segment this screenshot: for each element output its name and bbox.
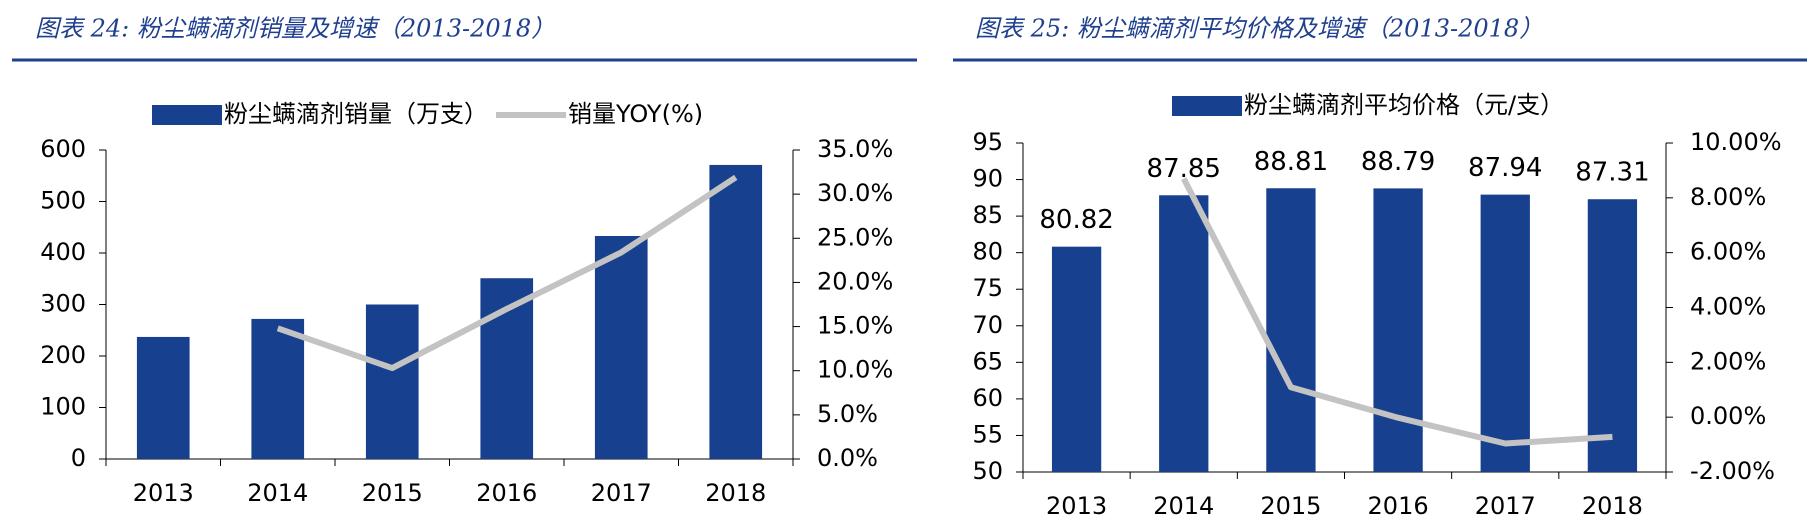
legend-swatch <box>1172 96 1242 116</box>
data-label: 88.79 <box>1361 147 1435 177</box>
y-tick-label: 90 <box>972 165 1003 193</box>
y2-tick-label: 10.0% <box>817 356 893 384</box>
bar <box>1480 194 1530 472</box>
y2-tick-label: 6.00% <box>1690 238 1766 266</box>
y-tick-label: 300 <box>40 290 86 318</box>
x-tick-label: 2017 <box>1475 492 1536 520</box>
bar <box>709 164 763 459</box>
y2-tick-label: 20.0% <box>817 267 893 295</box>
y-tick-label: 75 <box>972 274 1003 302</box>
y2-tick-label: 35.0% <box>817 135 893 163</box>
y-tick-label: 95 <box>972 128 1003 156</box>
legend-label: 销量YOY(%) <box>568 100 703 128</box>
bar <box>365 304 419 459</box>
y2-tick-label: 15.0% <box>817 312 893 340</box>
x-tick-label: 2013 <box>1046 492 1107 520</box>
legend-swatch <box>152 105 222 125</box>
y-tick-label: 65 <box>972 347 1003 375</box>
x-tick-label: 2013 <box>133 479 194 507</box>
line <box>1181 177 1613 447</box>
x-tick-label: 2014 <box>247 479 308 507</box>
chart-title: 图表 24: 粉尘螨滴剂销量及增速（2013-2018） <box>35 15 555 43</box>
bar <box>1587 199 1638 472</box>
bar <box>1159 195 1209 472</box>
x-tick-label: 2017 <box>591 479 652 507</box>
data-label: 80.82 <box>1039 205 1113 235</box>
data-label: 87.31 <box>1575 158 1649 188</box>
x-tick-label: 2016 <box>1368 492 1429 520</box>
legend-label: 粉尘螨滴剂销量（万支） <box>224 100 488 128</box>
data-label: 87.94 <box>1468 153 1542 183</box>
y-tick-label: 600 <box>40 135 86 163</box>
y-tick-label: 60 <box>972 384 1003 412</box>
y-tick-label: 70 <box>972 311 1003 339</box>
x-tick-label: 2018 <box>1582 492 1643 520</box>
y-tick-label: 0 <box>71 444 86 472</box>
bar <box>480 278 534 459</box>
bar <box>1266 188 1316 472</box>
y2-tick-label: 5.0% <box>817 400 878 428</box>
legend-label: 粉尘螨滴剂平均价格（元/支） <box>1244 91 1564 119</box>
y2-tick-label: 2.00% <box>1690 347 1766 375</box>
bar <box>1051 246 1102 472</box>
x-tick-label: 2014 <box>1153 492 1214 520</box>
y2-tick-label: 8.00% <box>1690 183 1766 211</box>
y-tick-label: 85 <box>972 201 1003 229</box>
y2-tick-label: 0.0% <box>817 444 878 472</box>
y2-tick-label: 30.0% <box>817 179 893 207</box>
bar <box>251 318 305 459</box>
bar <box>594 236 648 459</box>
y-tick-label: 50 <box>972 457 1003 485</box>
bar <box>136 336 190 459</box>
x-tick-label: 2018 <box>705 479 766 507</box>
y-tick-label: 80 <box>972 238 1003 266</box>
y-tick-label: 500 <box>40 187 86 215</box>
y-tick-label: 100 <box>40 393 86 421</box>
y2-tick-label: -2.00% <box>1690 457 1775 485</box>
y2-tick-label: 0.00% <box>1690 402 1766 430</box>
x-tick-label: 2015 <box>362 479 423 507</box>
line <box>276 174 738 372</box>
y2-tick-label: 10.00% <box>1690 128 1782 156</box>
x-tick-label: 2015 <box>1260 492 1321 520</box>
y-tick-label: 400 <box>40 238 86 266</box>
y-tick-label: 200 <box>40 341 86 369</box>
bar <box>1373 188 1423 473</box>
y2-tick-label: 25.0% <box>817 223 893 251</box>
x-tick-label: 2016 <box>476 479 537 507</box>
chart-title: 图表 25: 粉尘螨滴剂平均价格及增速（2013-2018） <box>975 15 1543 43</box>
y2-tick-label: 4.00% <box>1690 293 1766 321</box>
data-label: 88.81 <box>1254 147 1328 177</box>
y-tick-label: 55 <box>972 420 1003 448</box>
